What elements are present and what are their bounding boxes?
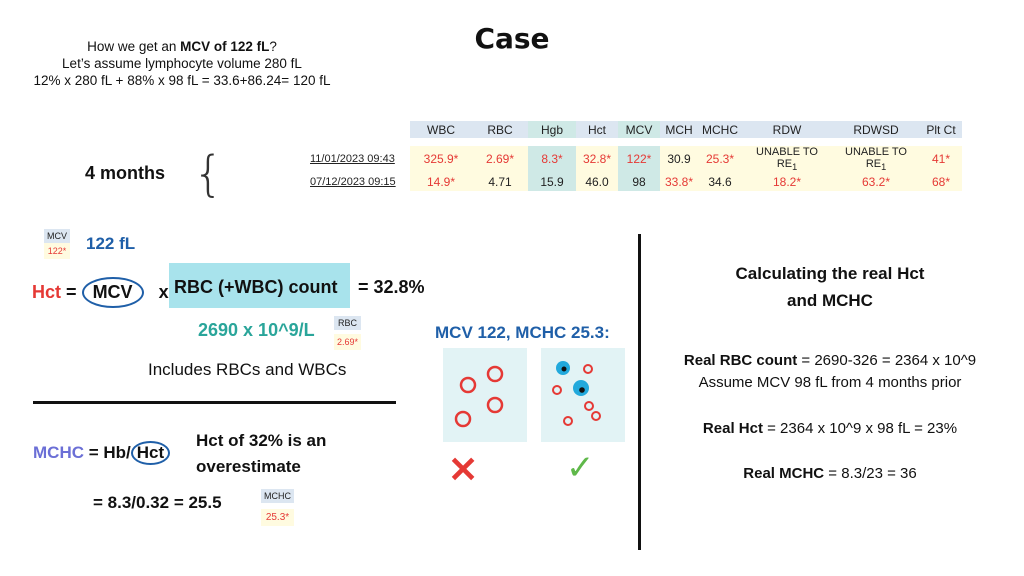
mixed-cells-icon bbox=[541, 348, 625, 442]
mixed-cells-panel bbox=[541, 348, 625, 442]
header-rbc: RBC bbox=[472, 121, 528, 138]
table-row: 07/12/2023 09:15 14.9* 4.71 15.9 46.0 98… bbox=[310, 172, 962, 191]
table-row: 11/01/2023 09:43 325.9* 2.69* 8.3* 32.8*… bbox=[310, 146, 962, 172]
x-mark-icon: ✕ bbox=[448, 452, 478, 488]
rbc-badge: RBC 2.69* bbox=[334, 316, 361, 350]
mcv-mchc-heading: MCV 122, MCHC 25.3: bbox=[435, 323, 610, 343]
row-date: 11/01/2023 09:43 bbox=[310, 146, 410, 172]
header-hct: Hct bbox=[576, 121, 618, 138]
header-rdwsd: RDWSD bbox=[832, 121, 920, 138]
header-mch: MCH bbox=[660, 121, 698, 138]
overestimate-note: Hct of 32% is an overestimate bbox=[196, 428, 326, 480]
table-header-row: WBC RBC Hgb Hct MCV MCH MCHC RDW RDWSD P… bbox=[310, 121, 962, 138]
real-rbc-count: Real RBC count = 2690-326 = 2364 x 10^9 bbox=[660, 352, 1000, 369]
check-mark-icon: ✓ bbox=[566, 450, 595, 486]
assume-text: Assume MCV 98 fL from 4 months prior bbox=[660, 374, 1000, 391]
hct-result: = 32.8% bbox=[358, 277, 425, 298]
mchc-equation: MCHC = Hb/Hct bbox=[33, 441, 170, 465]
lab-results-table: WBC RBC Hgb Hct MCV MCH MCHC RDW RDWSD P… bbox=[310, 121, 962, 191]
mchc-badge: MCHC 25.3* bbox=[261, 489, 294, 526]
hct-equation: Hct = MCV x bbox=[32, 277, 169, 308]
rbc-count-value: 2690 x 10^9/L bbox=[198, 320, 315, 341]
large-cells-panel bbox=[443, 348, 527, 442]
hct-circled: Hct bbox=[131, 441, 170, 465]
header-mcv: MCV bbox=[618, 121, 660, 138]
mchc-calc: = 8.3/0.32 = 25.5 bbox=[93, 493, 222, 513]
header-mchc: MCHC bbox=[698, 121, 742, 138]
right-title: Calculating the real Hct and MCHC bbox=[660, 260, 1000, 314]
rbc-count-box: RBC (+WBC) count bbox=[169, 263, 350, 308]
large-cells-icon bbox=[443, 348, 527, 442]
divider bbox=[638, 234, 641, 550]
four-months-label: 4 months bbox=[85, 163, 165, 184]
header-rdw: RDW bbox=[742, 121, 832, 138]
header-plt: Plt Ct bbox=[920, 121, 962, 138]
header-hgb: Hgb bbox=[528, 121, 576, 138]
mcv-badge: MCV 122* bbox=[44, 229, 70, 259]
intro-text: How we get an MCV of 122 fL? Let’s assum… bbox=[12, 38, 352, 89]
brace-icon: { bbox=[193, 150, 224, 198]
includes-text: Includes RBCs and WBCs bbox=[148, 360, 346, 380]
divider bbox=[33, 401, 396, 404]
mcv-circled: MCV bbox=[82, 277, 144, 308]
real-mchc: Real MCHC = 8.3/23 = 36 bbox=[660, 465, 1000, 482]
mcv-value: 122 fL bbox=[86, 234, 135, 254]
header-wbc: WBC bbox=[410, 121, 472, 138]
real-hct: Real Hct = 2364 x 10^9 x 98 fL = 23% bbox=[660, 420, 1000, 437]
row-date: 07/12/2023 09:15 bbox=[310, 172, 410, 191]
